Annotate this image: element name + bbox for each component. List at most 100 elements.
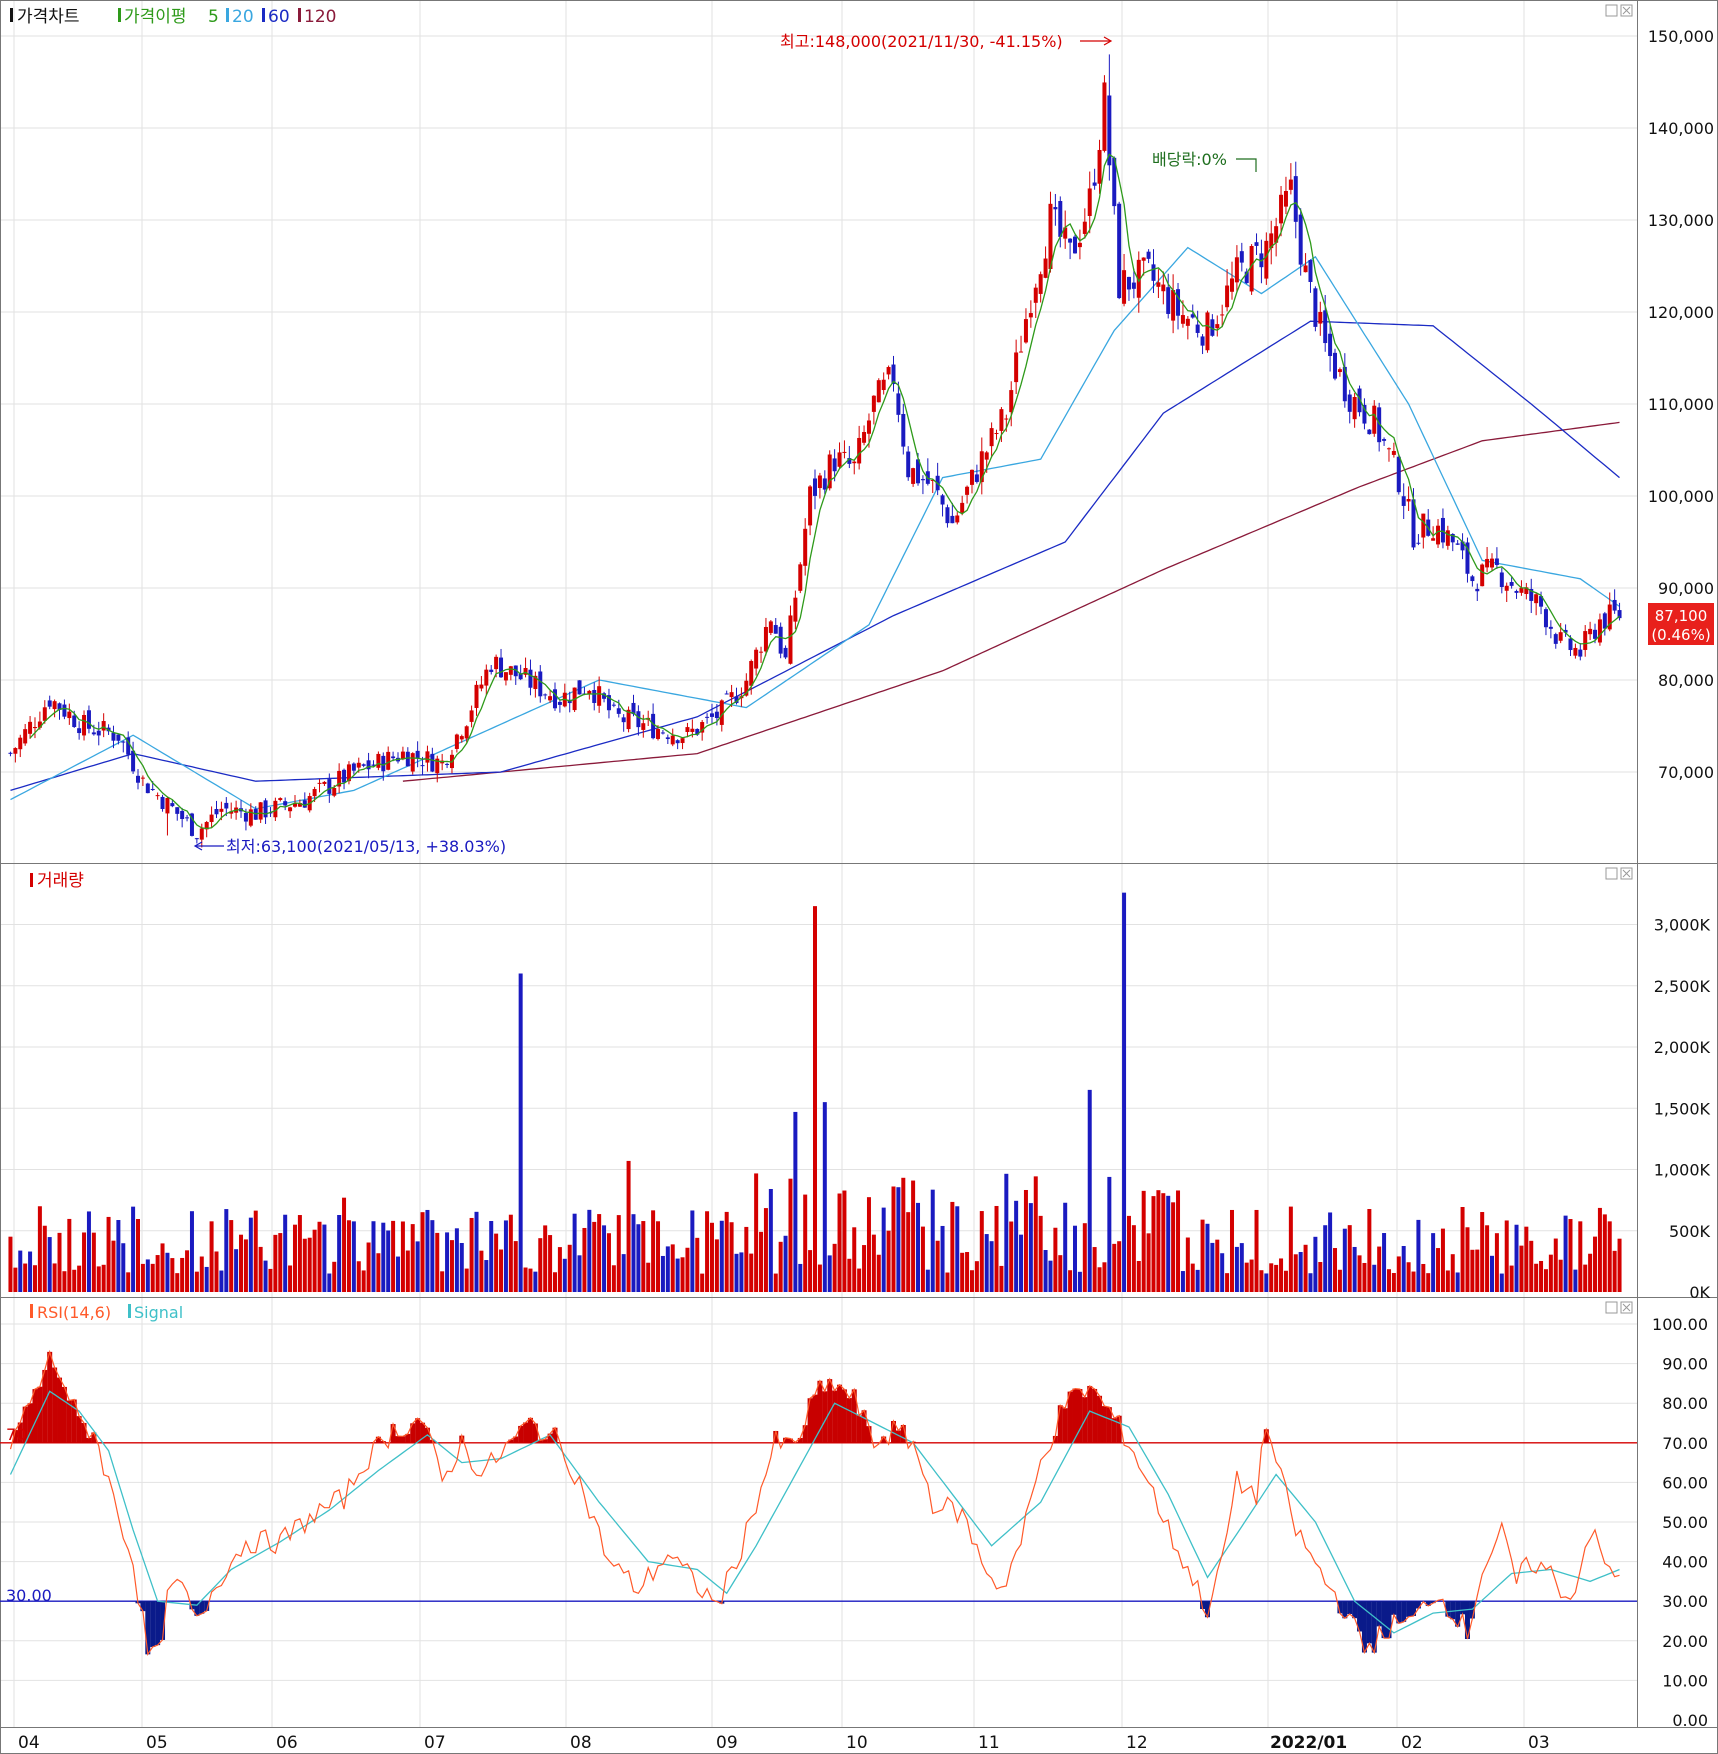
volume-bar [866, 1197, 871, 1292]
rsi-overbought-fill [1087, 1385, 1093, 1443]
volume-bar [312, 1229, 317, 1292]
ma-legend-label: 가격이평 [124, 7, 187, 27]
candle-body [1288, 179, 1293, 190]
volume-bar [1357, 1255, 1362, 1292]
candle-body [23, 729, 28, 744]
candle-body [1543, 609, 1548, 628]
volume-bar [1411, 1271, 1416, 1292]
volume-bar [896, 1187, 901, 1292]
rsi-overbought-fill [890, 1420, 896, 1443]
candle-body [533, 675, 538, 689]
rsi-overbought-fill [513, 1436, 519, 1443]
volume-bar [351, 1221, 356, 1292]
candle-body [1421, 513, 1426, 538]
rsi-panel-controls[interactable] [1605, 1301, 1633, 1314]
candle-body [18, 737, 23, 750]
volume-bar [464, 1268, 469, 1292]
volume-bar [1063, 1202, 1068, 1292]
rsi-overbought-fill [1111, 1418, 1117, 1443]
volume-bar [523, 1267, 528, 1292]
candle-body [489, 669, 494, 672]
minimize-icon[interactable] [1605, 1301, 1618, 1314]
candle-body [1038, 274, 1043, 294]
rsi-overbought-fill [797, 1437, 803, 1443]
volume-bar [1342, 1228, 1347, 1292]
volume-bar [155, 1255, 160, 1292]
volume-bar [1583, 1264, 1588, 1292]
candle-body [920, 479, 925, 481]
candle-body [1097, 149, 1102, 184]
volume-bar [243, 1239, 248, 1292]
candle-body [1249, 246, 1254, 292]
volume-bar [332, 1261, 337, 1292]
candle-body [283, 801, 288, 806]
volume-bar [808, 1250, 813, 1292]
volume-bar [42, 1225, 47, 1292]
volume-bar [1489, 1255, 1494, 1292]
volume-bar [72, 1269, 77, 1292]
minimize-icon[interactable] [1605, 4, 1618, 17]
tick-label: 3,000K [1654, 916, 1711, 935]
candle-body [1367, 429, 1372, 435]
volume-bar [621, 1254, 626, 1292]
volume-bar [1283, 1270, 1288, 1292]
volume-bar [342, 1197, 347, 1292]
volume-bar [1161, 1193, 1166, 1292]
high-annotation-text: 최고:148,000(2021/11/30, -41.15%) [780, 32, 1063, 51]
volume-bar [508, 1214, 513, 1292]
candle-body [474, 684, 479, 708]
rsi-overbought-fill [841, 1389, 847, 1443]
volume-bar [499, 1249, 504, 1292]
volume-bar [1534, 1263, 1539, 1292]
candle-body [1548, 626, 1553, 629]
volume-bar [503, 1220, 508, 1292]
candle-body [430, 753, 435, 772]
rsi-70-label: 70 [6, 1425, 26, 1444]
candle-body [170, 803, 175, 807]
price-panel-controls[interactable] [1605, 4, 1633, 17]
candle-body [1504, 585, 1509, 591]
volume-bar [1131, 1225, 1136, 1292]
volume-bar [1146, 1233, 1151, 1292]
volume-bar [489, 1221, 494, 1292]
volume-bar [670, 1244, 675, 1292]
rsi-overbought-fill [542, 1439, 548, 1443]
volume-bar [396, 1256, 401, 1292]
rsi-overbought-fill [861, 1410, 867, 1443]
volume-bar [1264, 1273, 1269, 1292]
volume-bar [435, 1232, 440, 1292]
tick-label: 50.00 [1662, 1513, 1708, 1532]
rsi-overbought-fill [802, 1425, 808, 1443]
candle-body [1122, 270, 1127, 304]
tick-label: 05 [146, 1733, 168, 1753]
tick-label: 03 [1528, 1733, 1550, 1753]
candle-body [1372, 405, 1377, 434]
candle-body [817, 475, 822, 489]
volume-bar [1607, 1221, 1612, 1292]
volume-bar [734, 1253, 739, 1292]
candle-body [621, 717, 626, 723]
tick-label: 100.00 [1652, 1315, 1708, 1334]
ma60-legend: 60 [268, 7, 290, 27]
volume-bar [1347, 1225, 1352, 1292]
candle-body [52, 701, 57, 710]
rsi-overbought-fill [1077, 1389, 1083, 1443]
volume-panel-controls[interactable] [1605, 867, 1633, 880]
candle-body [1151, 264, 1156, 281]
volume-bar [214, 1251, 219, 1292]
candle-body [131, 750, 136, 772]
candle-body [950, 515, 955, 524]
candle-body [1087, 188, 1092, 216]
candle-body [1082, 221, 1087, 234]
minimize-icon[interactable] [1605, 867, 1618, 880]
volume-bar [793, 1111, 798, 1292]
volume-bar [1480, 1212, 1485, 1292]
candle-body [783, 647, 788, 658]
candle-body [1519, 587, 1524, 593]
rsi-overbought-fill [807, 1398, 813, 1443]
rsi-overbought-fill [81, 1422, 87, 1443]
volume-bar [665, 1246, 670, 1292]
candle-body [1117, 203, 1122, 299]
volume-bar [62, 1271, 67, 1292]
rsi-overbought-fill [783, 1437, 789, 1443]
